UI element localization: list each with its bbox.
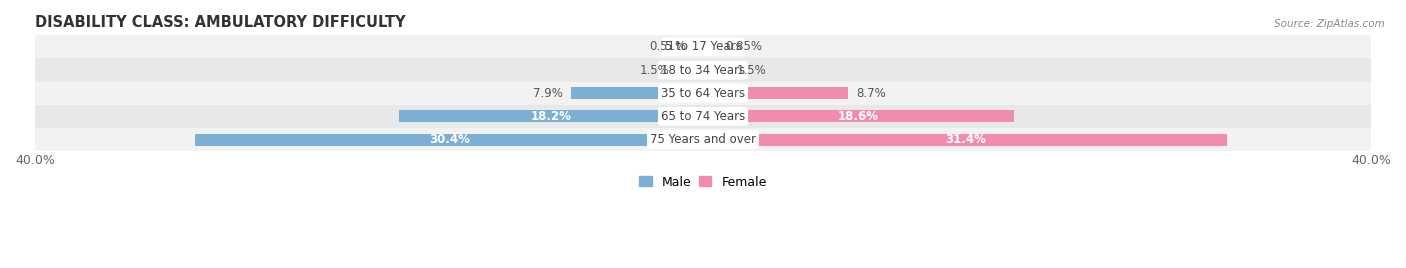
- Text: 0.51%: 0.51%: [650, 40, 686, 53]
- Text: 30.4%: 30.4%: [429, 133, 470, 146]
- Bar: [35, 58, 1371, 82]
- Text: 5 to 17 Years: 5 to 17 Years: [665, 40, 741, 53]
- Text: 18.6%: 18.6%: [838, 110, 879, 123]
- Bar: [678, 64, 703, 76]
- Text: 75 Years and over: 75 Years and over: [650, 133, 756, 146]
- Bar: [703, 133, 1227, 146]
- Text: DISABILITY CLASS: AMBULATORY DIFFICULTY: DISABILITY CLASS: AMBULATORY DIFFICULTY: [35, 15, 405, 30]
- Bar: [703, 41, 717, 53]
- Bar: [195, 133, 703, 146]
- Bar: [399, 110, 703, 122]
- Bar: [35, 105, 1371, 128]
- Bar: [695, 41, 703, 53]
- Text: 18 to 34 Years: 18 to 34 Years: [661, 64, 745, 77]
- Text: 1.5%: 1.5%: [640, 64, 669, 77]
- Bar: [703, 87, 848, 99]
- Text: 1.5%: 1.5%: [737, 64, 766, 77]
- Text: 8.7%: 8.7%: [856, 87, 886, 100]
- Text: 31.4%: 31.4%: [945, 133, 986, 146]
- Text: 7.9%: 7.9%: [533, 87, 562, 100]
- Bar: [35, 128, 1371, 151]
- Bar: [35, 35, 1371, 58]
- Bar: [35, 82, 1371, 105]
- Text: 0.85%: 0.85%: [725, 40, 762, 53]
- Bar: [703, 64, 728, 76]
- Text: 65 to 74 Years: 65 to 74 Years: [661, 110, 745, 123]
- Text: Source: ZipAtlas.com: Source: ZipAtlas.com: [1274, 19, 1385, 29]
- Legend: Male, Female: Male, Female: [634, 170, 772, 193]
- Bar: [571, 87, 703, 99]
- Text: 35 to 64 Years: 35 to 64 Years: [661, 87, 745, 100]
- Text: 18.2%: 18.2%: [530, 110, 571, 123]
- Bar: [703, 110, 1014, 122]
